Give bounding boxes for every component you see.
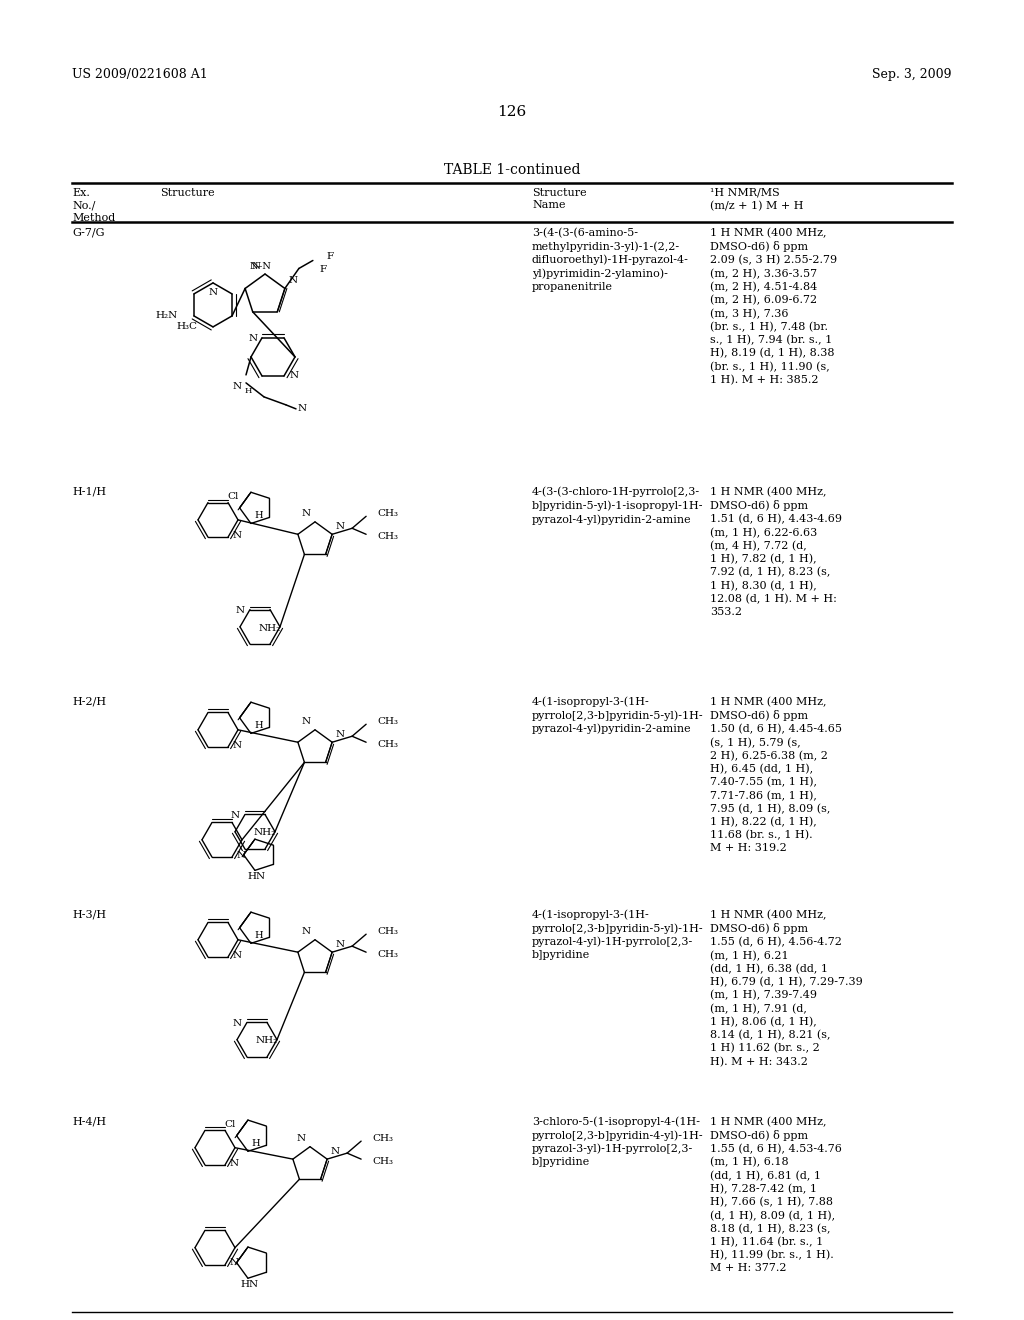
Text: Cl: Cl: [227, 492, 239, 500]
Text: 3-chloro-5-(1-isopropyl-4-(1H-
pyrrolo[2,3-b]pyridin-4-yl)-1H-
pyrazol-3-yl)-1H-: 3-chloro-5-(1-isopropyl-4-(1H- pyrrolo[2…: [532, 1117, 703, 1167]
Text: N: N: [302, 927, 311, 936]
Text: Structure: Structure: [160, 187, 215, 198]
Text: N: N: [335, 730, 344, 739]
Text: N: N: [298, 404, 307, 413]
Text: H: H: [245, 387, 252, 395]
Text: H-1/H: H-1/H: [72, 487, 106, 496]
Text: N: N: [335, 523, 344, 531]
Text: NH₂: NH₂: [256, 1036, 279, 1045]
Text: TABLE 1-continued: TABLE 1-continued: [443, 162, 581, 177]
Text: N: N: [230, 1258, 240, 1267]
Text: N: N: [209, 288, 217, 297]
Text: H: H: [255, 931, 263, 940]
Text: 1 H NMR (400 MHz,
DMSO-d6) δ ppm
1.50 (d, 6 H), 4.45-4.65
(s, 1 H), 5.79 (s,
2 H: 1 H NMR (400 MHz, DMSO-d6) δ ppm 1.50 (d…: [710, 697, 842, 854]
Text: N: N: [252, 263, 261, 271]
Text: Structure
Name: Structure Name: [532, 187, 587, 210]
Text: N: N: [249, 334, 258, 343]
Text: N: N: [232, 381, 242, 391]
Text: CH₃: CH₃: [377, 739, 398, 748]
Text: H: H: [252, 1139, 260, 1148]
Text: 1 H NMR (400 MHz,
DMSO-d6) δ ppm
1.55 (d, 6 H), 4.53-4.76
(m, 1 H), 6.18
(dd, 1 : 1 H NMR (400 MHz, DMSO-d6) δ ppm 1.55 (d…: [710, 1117, 842, 1274]
Text: N: N: [230, 810, 240, 820]
Text: H: H: [255, 511, 263, 520]
Text: N: N: [302, 508, 311, 517]
Text: H-3/H: H-3/H: [72, 909, 106, 920]
Text: 1 H NMR (400 MHz,
DMSO-d6) δ ppm
2.09 (s, 3 H) 2.55-2.79
(m, 2 H), 3.36-3.57
(m,: 1 H NMR (400 MHz, DMSO-d6) δ ppm 2.09 (s…: [710, 228, 838, 385]
Text: N: N: [302, 717, 311, 726]
Text: CH₃: CH₃: [377, 949, 398, 958]
Text: 1 H NMR (400 MHz,
DMSO-d6) δ ppm
1.51 (d, 6 H), 4.43-4.69
(m, 1 H), 6.22-6.63
(m: 1 H NMR (400 MHz, DMSO-d6) δ ppm 1.51 (d…: [710, 487, 842, 616]
Text: CH₃: CH₃: [372, 1134, 393, 1143]
Text: H-4/H: H-4/H: [72, 1117, 106, 1127]
Text: N: N: [233, 741, 242, 750]
Text: CH₃: CH₃: [377, 927, 398, 936]
Text: N: N: [232, 1019, 242, 1028]
Text: CH₃: CH₃: [377, 717, 398, 726]
Text: US 2009/0221608 A1: US 2009/0221608 A1: [72, 69, 208, 81]
Text: Ex.
No./
Method: Ex. No./ Method: [72, 187, 116, 223]
Text: 3-(4-(3-(6-amino-5-
methylpyridin-3-yl)-1-(2,2-
difluoroethyl)-1H-pyrazol-4-
yl): 3-(4-(3-(6-amino-5- methylpyridin-3-yl)-…: [532, 228, 689, 292]
Text: N: N: [330, 1147, 339, 1156]
Text: N: N: [237, 850, 246, 859]
Text: 1 H NMR (400 MHz,
DMSO-d6) δ ppm
1.55 (d, 6 H), 4.56-4.72
(m, 1 H), 6.21
(dd, 1 : 1 H NMR (400 MHz, DMSO-d6) δ ppm 1.55 (d…: [710, 909, 863, 1067]
Text: Cl: Cl: [224, 1119, 236, 1129]
Text: H: H: [255, 721, 263, 730]
Text: F: F: [319, 265, 327, 275]
Text: HN: HN: [241, 1280, 258, 1290]
Text: N: N: [233, 531, 242, 540]
Text: 4-(1-isopropyl-3-(1H-
pyrrolo[2,3-b]pyridin-5-yl)-1H-
pyrazol-4-yl)-1H-pyrrolo[2: 4-(1-isopropyl-3-(1H- pyrrolo[2,3-b]pyri…: [532, 909, 703, 960]
Text: 4-(3-(3-chloro-1H-pyrrolo[2,3-
b]pyridin-5-yl)-1-isopropyl-1H-
pyrazol-4-yl)pyri: 4-(3-(3-chloro-1H-pyrrolo[2,3- b]pyridin…: [532, 487, 703, 524]
Text: N: N: [297, 1134, 306, 1143]
Text: NH₂: NH₂: [259, 623, 282, 632]
Text: N: N: [289, 276, 298, 285]
Text: HN: HN: [247, 873, 265, 882]
Text: CH₃: CH₃: [377, 508, 398, 517]
Text: CH₃: CH₃: [377, 532, 398, 541]
Text: N: N: [335, 940, 344, 949]
Text: N: N: [233, 950, 242, 960]
Text: 4-(1-isopropyl-3-(1H-
pyrrolo[2,3-b]pyridin-5-yl)-1H-
pyrazol-4-yl)pyridin-2-ami: 4-(1-isopropyl-3-(1H- pyrrolo[2,3-b]pyri…: [532, 697, 703, 734]
Text: CH₃: CH₃: [372, 1156, 393, 1166]
Text: N: N: [290, 371, 299, 380]
Text: Sep. 3, 2009: Sep. 3, 2009: [872, 69, 952, 81]
Text: ¹H NMR/MS
(m/z + 1) M + H: ¹H NMR/MS (m/z + 1) M + H: [710, 187, 804, 211]
Text: G-7/G: G-7/G: [72, 228, 104, 238]
Text: 126: 126: [498, 106, 526, 119]
Text: H₃C: H₃C: [176, 322, 197, 331]
Text: H₂N: H₂N: [156, 312, 178, 321]
Text: NH₂: NH₂: [254, 829, 276, 837]
Text: N–N: N–N: [250, 263, 272, 271]
Text: H-2/H: H-2/H: [72, 697, 106, 706]
Text: N: N: [230, 1159, 240, 1167]
Text: N: N: [236, 606, 245, 615]
Text: F: F: [327, 252, 334, 261]
